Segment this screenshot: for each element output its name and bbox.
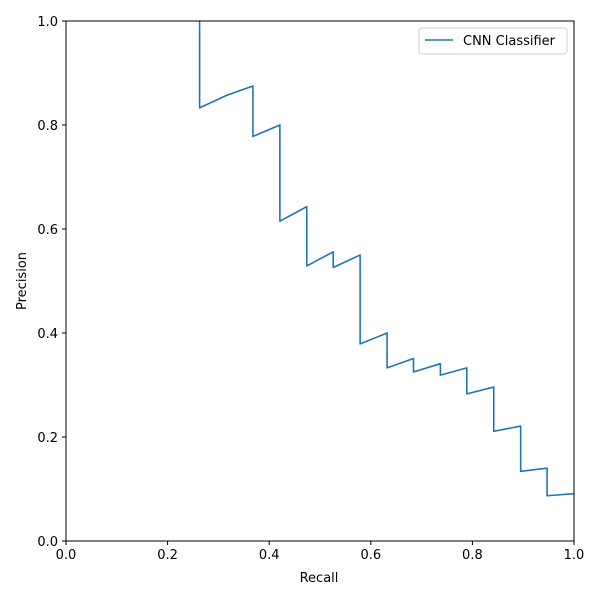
x-tick-label: 0.4 — [259, 548, 280, 563]
y-tick-label: 1.0 — [37, 15, 58, 30]
axes-frame — [65, 20, 575, 542]
x-tick-label: 0.0 — [56, 548, 77, 563]
x-tick-label: 1.0 — [564, 548, 585, 563]
y-tick-label: 0.4 — [37, 327, 58, 342]
y-tick-label: 0.8 — [37, 119, 58, 134]
axes: 0.0 0.2 0.4 0.6 0.8 1.0 0.0 0.2 0.4 0.6 0.8 1.0 — [37, 15, 584, 563]
plot-area — [198, 21, 575, 497]
x-tick-label: 0.8 — [462, 548, 483, 563]
legend: CNN Classifier — [418, 27, 568, 55]
y-tick-label: 0.2 — [37, 431, 58, 446]
legend-label-cnn-classifier: CNN Classifier — [463, 34, 556, 49]
legend-box — [418, 27, 568, 55]
series-line-cnn-classifier — [198, 21, 575, 497]
y-axis-title: Precision — [15, 252, 30, 310]
x-tick-label: 0.2 — [157, 548, 178, 563]
x-axis-title: Recall — [300, 571, 339, 586]
x-tick-label: 0.6 — [360, 548, 381, 563]
y-tick-label: 0.0 — [37, 535, 58, 550]
y-tick-label: 0.6 — [37, 223, 58, 238]
